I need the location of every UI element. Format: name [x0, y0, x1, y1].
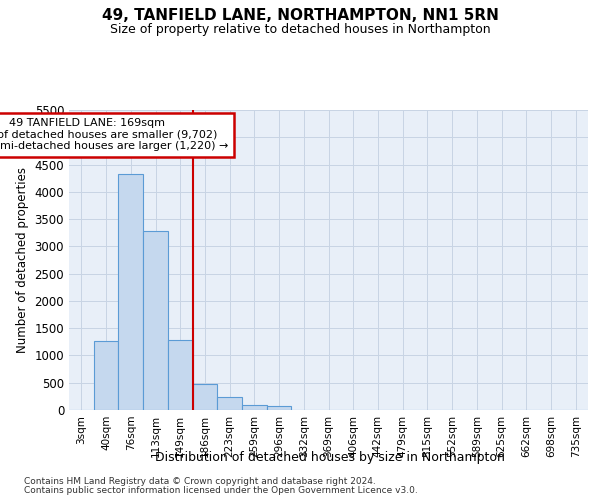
Bar	[242, 404, 267, 410]
Text: Contains HM Land Registry data © Crown copyright and database right 2024.: Contains HM Land Registry data © Crown c…	[24, 477, 376, 486]
Bar	[94, 340, 118, 410]
Bar	[217, 398, 242, 410]
Text: 49, TANFIELD LANE, NORTHAMPTON, NN1 5RN: 49, TANFIELD LANE, NORTHAMPTON, NN1 5RN	[101, 8, 499, 22]
Bar	[267, 406, 292, 410]
Bar	[193, 384, 217, 410]
Bar	[143, 231, 168, 410]
Text: Size of property relative to detached houses in Northampton: Size of property relative to detached ho…	[110, 22, 490, 36]
Y-axis label: Number of detached properties: Number of detached properties	[16, 167, 29, 353]
Bar	[168, 340, 193, 410]
Text: Distribution of detached houses by size in Northampton: Distribution of detached houses by size …	[155, 451, 505, 464]
Text: Contains public sector information licensed under the Open Government Licence v3: Contains public sector information licen…	[24, 486, 418, 495]
Bar	[118, 174, 143, 410]
Text: 49 TANFIELD LANE: 169sqm
← 89% of detached houses are smaller (9,702)
11% of sem: 49 TANFIELD LANE: 169sqm ← 89% of detach…	[0, 118, 229, 152]
